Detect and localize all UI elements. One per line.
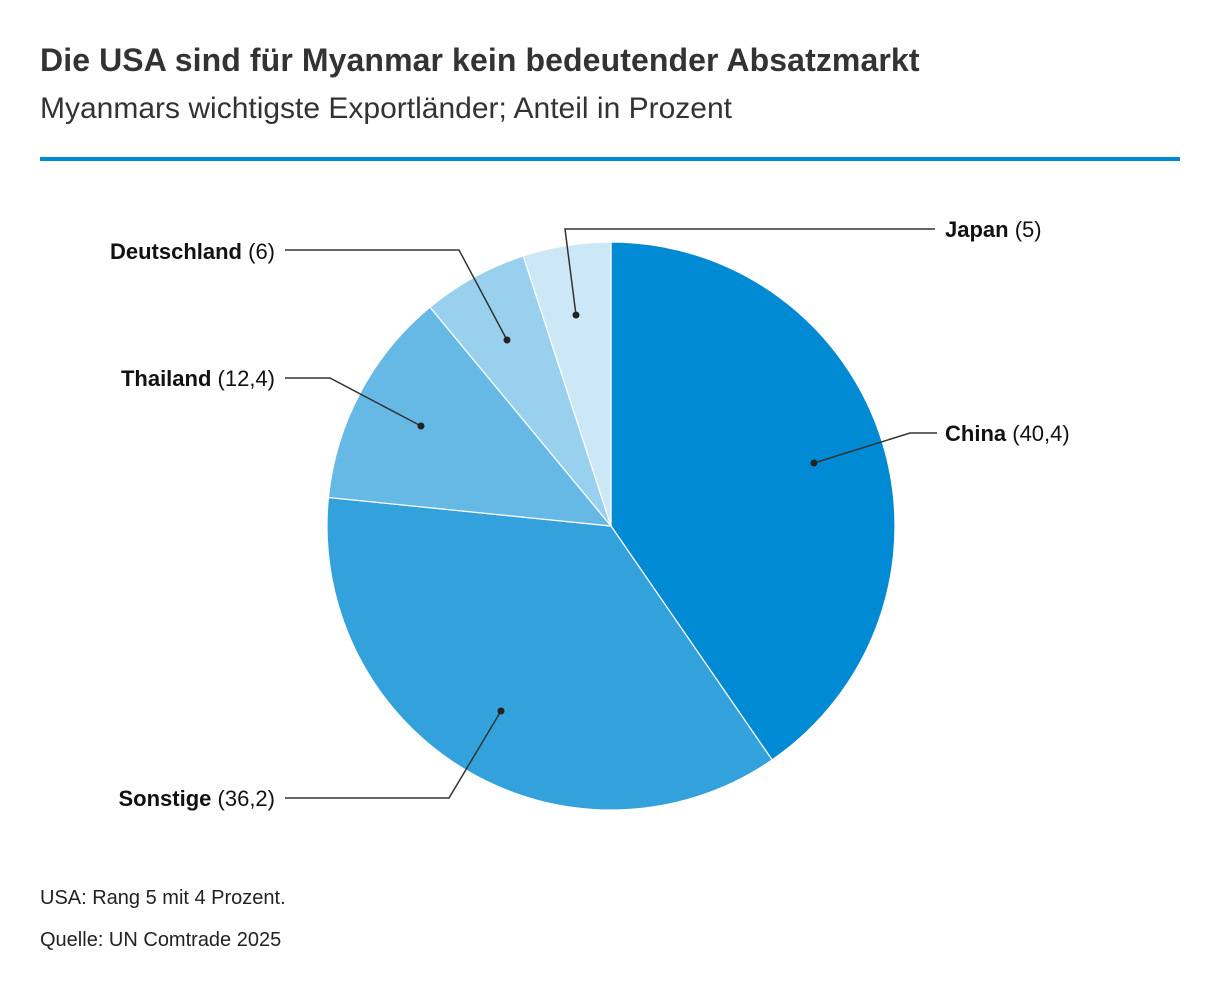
source-note: Quelle: UN Comtrade 2025 <box>40 929 282 951</box>
slice-label-thailand: Thailand (12,4) <box>121 366 275 391</box>
leader-dot-japan <box>572 311 580 319</box>
leader-line-sonstige <box>285 710 502 799</box>
slice-label-japan: Japan (5) <box>945 217 1042 242</box>
slice-label-deutschland: Deutschland (6) <box>110 239 275 264</box>
leader-dot-china <box>810 459 818 467</box>
usa-note: USA: Rang 5 mit 4 Prozent. <box>40 887 286 909</box>
pie-slice-thailand <box>327 306 613 527</box>
slice-label-china: China (40,4) <box>945 421 1070 446</box>
leader-dot-deutschland <box>503 336 511 344</box>
slice-label-name: Deutschland <box>110 239 242 264</box>
slice-label-name: Japan <box>945 217 1009 242</box>
leader-line-japan <box>564 228 935 316</box>
pie-slice-sonstige <box>326 496 773 811</box>
slice-label-value: (12,4) <box>211 366 275 391</box>
chart-subtitle: Myanmars wichtigste Exportländer; Anteil… <box>40 92 732 125</box>
slice-label-name: China <box>945 421 1007 446</box>
title-divider <box>40 157 1180 161</box>
slice-label-name: Sonstige <box>119 786 212 811</box>
leader-dot-sonstige <box>497 707 505 715</box>
chart-title: Die USA sind für Myanmar kein bedeutende… <box>40 42 920 78</box>
slice-label-value: (36,2) <box>211 786 275 811</box>
slice-label-value: (6) <box>242 239 275 264</box>
slice-label-value: (5) <box>1009 217 1042 242</box>
slice-label-name: Thailand <box>121 366 211 391</box>
slice-label-sonstige: Sonstige (36,2) <box>119 786 276 811</box>
slice-label-value: (40,4) <box>1006 421 1070 446</box>
leader-line-china <box>813 432 937 464</box>
leader-dot-thailand <box>417 422 425 430</box>
leader-line-deutschland <box>285 249 508 341</box>
leader-line-thailand <box>285 377 422 427</box>
pie-slices <box>326 241 896 811</box>
